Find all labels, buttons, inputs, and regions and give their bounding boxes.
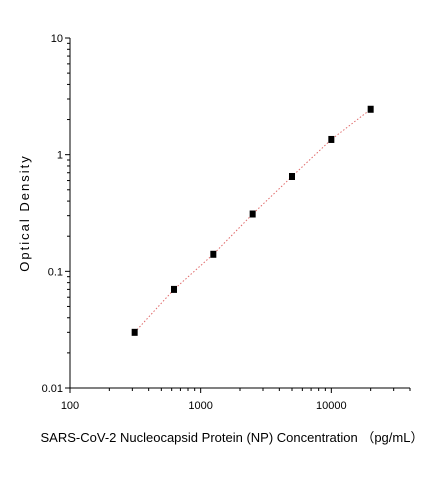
data-point [367,105,374,113]
fit-line [134,108,372,333]
y-tick-label: 10 [51,33,63,45]
axes [69,38,410,389]
data-point [328,135,335,143]
y-tick-label: 0.1 [48,266,63,278]
data-point [170,285,177,293]
data-point [131,328,138,336]
x-tick-label: 10000 [316,400,347,412]
ticks: 0.01 0.1 1 10 100 1000 10000 [42,33,411,412]
y-axis-title: Optical Density [17,154,32,271]
data-points [131,105,374,336]
y-tick-label: 1 [57,150,63,162]
data-point [210,250,217,258]
fit-line-group [134,108,372,333]
x-tick-label: 1000 [188,400,212,412]
x-axis-title: SARS-CoV-2 Nucleocapsid Protein (NP) Con… [41,430,424,445]
data-point [288,172,295,180]
data-point [249,210,256,218]
y-tick-label: 0.01 [42,383,63,395]
x-tick-label: 100 [61,400,79,412]
